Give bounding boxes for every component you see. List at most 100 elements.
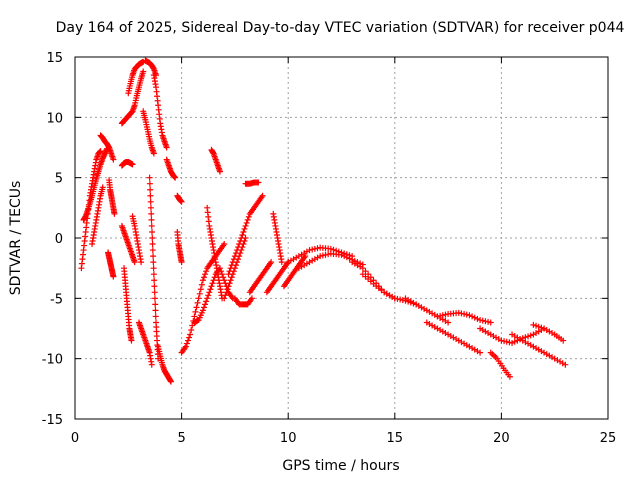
data-point bbox=[167, 378, 174, 385]
series-arc-32 bbox=[270, 210, 285, 266]
data-point bbox=[150, 259, 157, 266]
data-point bbox=[319, 252, 326, 259]
data-point bbox=[538, 324, 545, 331]
data-point bbox=[216, 168, 223, 175]
data-point bbox=[228, 274, 235, 281]
data-point bbox=[235, 244, 242, 251]
data-point bbox=[222, 292, 229, 299]
chart-title: Day 164 of 2025, Sidereal Day-to-day VTE… bbox=[56, 20, 625, 36]
data-point bbox=[245, 213, 252, 220]
data-point bbox=[152, 301, 159, 308]
data-points bbox=[78, 57, 569, 385]
data-point bbox=[194, 299, 201, 306]
data-point bbox=[445, 319, 452, 326]
data-point bbox=[202, 301, 209, 308]
data-point bbox=[172, 174, 179, 181]
data-point bbox=[455, 309, 462, 316]
series-arc-17 bbox=[146, 174, 162, 362]
data-point bbox=[255, 179, 262, 186]
series-arc-30 bbox=[246, 259, 275, 296]
data-point bbox=[226, 268, 233, 275]
data-point bbox=[525, 333, 532, 340]
data-point bbox=[200, 274, 207, 281]
data-point bbox=[466, 312, 473, 319]
data-point bbox=[232, 250, 239, 257]
data-point bbox=[535, 323, 542, 330]
data-point bbox=[146, 180, 153, 187]
data-point bbox=[203, 298, 210, 305]
series-arc-25 bbox=[208, 146, 223, 175]
data-point bbox=[221, 241, 228, 248]
data-point bbox=[244, 216, 251, 223]
series-arc-16 bbox=[135, 319, 155, 368]
data-point bbox=[149, 235, 156, 241]
data-point bbox=[97, 148, 104, 155]
data-point bbox=[128, 337, 135, 344]
data-point bbox=[203, 268, 210, 275]
y-tick-label: -15 bbox=[42, 413, 63, 428]
data-point bbox=[150, 271, 157, 278]
data-point bbox=[241, 225, 248, 232]
data-point bbox=[129, 161, 136, 168]
data-point bbox=[197, 286, 204, 293]
series-arc-31 bbox=[263, 259, 292, 296]
data-point bbox=[148, 216, 155, 223]
data-point bbox=[501, 338, 508, 345]
data-point bbox=[148, 210, 155, 217]
data-point bbox=[530, 321, 537, 328]
data-point bbox=[231, 253, 238, 260]
series-arc-08 bbox=[125, 58, 147, 97]
data-point bbox=[437, 312, 444, 319]
series-arc-07 bbox=[118, 68, 147, 127]
data-point bbox=[302, 253, 309, 260]
series-arc-13 bbox=[118, 222, 138, 266]
grid bbox=[75, 57, 608, 419]
data-point bbox=[498, 337, 505, 344]
data-point bbox=[228, 262, 235, 269]
data-point bbox=[195, 295, 202, 302]
data-point bbox=[237, 238, 244, 245]
series-arc-18 bbox=[155, 343, 174, 385]
data-point bbox=[311, 245, 318, 252]
data-point bbox=[149, 228, 156, 235]
data-point bbox=[186, 334, 193, 341]
data-point bbox=[268, 259, 275, 266]
series-arc-15 bbox=[129, 213, 145, 266]
data-point bbox=[148, 361, 155, 368]
data-point bbox=[278, 259, 285, 266]
data-point bbox=[248, 295, 255, 302]
data-point bbox=[243, 219, 250, 226]
data-point bbox=[207, 286, 214, 293]
data-point bbox=[210, 277, 217, 284]
data-point bbox=[204, 295, 211, 302]
data-point bbox=[527, 332, 534, 339]
data-point bbox=[314, 245, 321, 252]
y-tick-label: -10 bbox=[42, 353, 63, 368]
series-arc-06 bbox=[105, 249, 117, 280]
series-arc-35 bbox=[295, 250, 366, 272]
data-point bbox=[338, 251, 345, 258]
series-arc-28 bbox=[231, 295, 255, 308]
data-point bbox=[391, 295, 398, 302]
data-point bbox=[325, 251, 332, 258]
data-point bbox=[306, 247, 313, 254]
data-point bbox=[230, 256, 237, 263]
data-point bbox=[240, 228, 247, 235]
data-point bbox=[146, 174, 153, 181]
data-point bbox=[223, 289, 230, 296]
axis-ticks: 0 5 10 15 20 25 -15 -10 -5 0 5 10 15 bbox=[42, 51, 617, 446]
data-point bbox=[343, 254, 350, 261]
y-tick-label: 5 bbox=[55, 172, 63, 187]
x-tick-label: 10 bbox=[280, 431, 297, 446]
data-point bbox=[178, 198, 185, 205]
data-point bbox=[562, 361, 569, 368]
y-axis-label: SDTVAR / TECUs bbox=[8, 181, 24, 296]
data-point bbox=[229, 259, 236, 266]
data-point bbox=[560, 337, 567, 344]
data-point bbox=[205, 292, 212, 299]
data-point bbox=[397, 296, 404, 303]
data-point bbox=[208, 283, 215, 290]
data-point bbox=[110, 273, 117, 280]
data-point bbox=[482, 318, 489, 325]
series-arc-43 bbox=[509, 331, 569, 368]
